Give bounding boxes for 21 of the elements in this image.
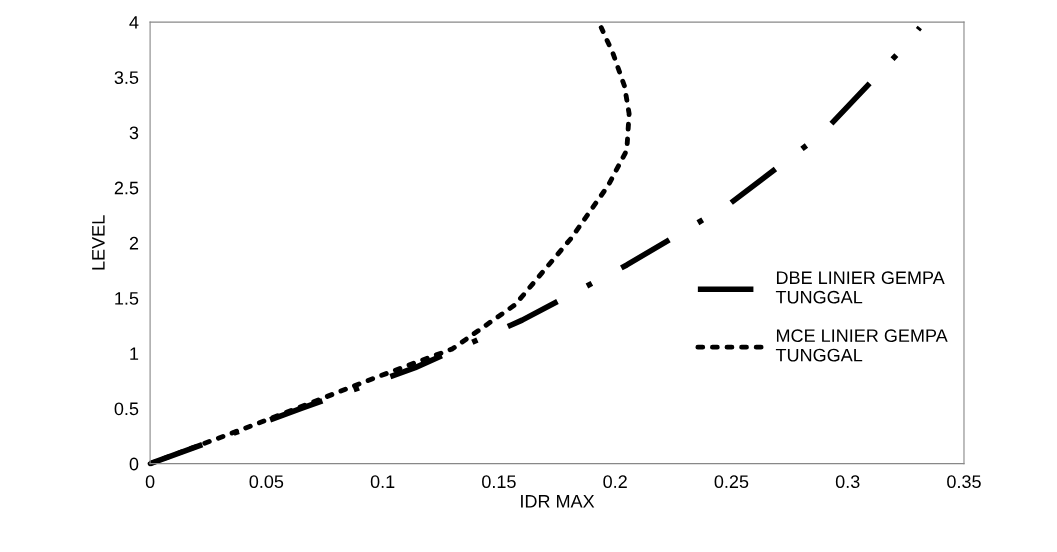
y-tick-label: 0 (129, 457, 139, 471)
legend-label: MCE LINIER GEMPA TUNGGAL (775, 329, 948, 362)
x-tick-label: 0.25 (714, 475, 749, 489)
y-tick-label: 0.5 (114, 402, 139, 416)
y-tick-label: 2 (129, 236, 139, 250)
y-tick-label: 2.5 (114, 181, 139, 195)
y-tick-label: 3 (129, 126, 139, 140)
x-tick-label: 0.35 (947, 475, 981, 489)
legend-label: DBE LINIER GEMPA TUNGGAL (775, 271, 945, 304)
x-tick-label: 0.2 (603, 475, 627, 489)
x-tick-label: 0 (145, 475, 155, 489)
y-axis-title: LEVEL (92, 215, 105, 270)
x-tick-label: 0.15 (482, 475, 516, 489)
x-tick-label: 0.05 (249, 475, 284, 489)
x-tick-label: 0.1 (370, 475, 395, 489)
x-tick-label: 0.3 (835, 475, 860, 489)
y-tick-label: 1 (130, 347, 139, 360)
y-tick-label: 1.5 (115, 292, 139, 305)
y-tick-label: 3.5 (114, 71, 139, 84)
y-tick-label: 4 (129, 16, 139, 29)
x-axis-title: IDR MAX (521, 495, 595, 508)
